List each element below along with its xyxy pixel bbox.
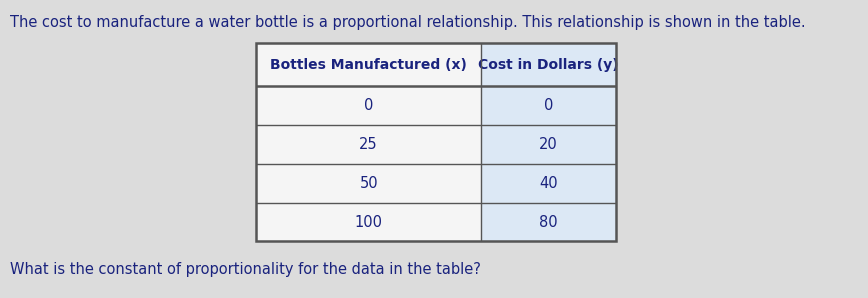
- FancyBboxPatch shape: [481, 43, 616, 241]
- Text: 50: 50: [359, 176, 378, 191]
- Text: 80: 80: [539, 215, 558, 229]
- Text: 100: 100: [355, 215, 383, 229]
- Text: 0: 0: [544, 98, 554, 113]
- Text: 40: 40: [539, 176, 558, 191]
- Text: Cost in Dollars (y): Cost in Dollars (y): [478, 58, 619, 72]
- Text: What is the constant of proportionality for the data in the table?: What is the constant of proportionality …: [10, 262, 481, 277]
- Text: Bottles Manufactured (x): Bottles Manufactured (x): [270, 58, 467, 72]
- Text: 25: 25: [359, 137, 378, 152]
- Text: 20: 20: [539, 137, 558, 152]
- Text: 0: 0: [364, 98, 373, 113]
- FancyBboxPatch shape: [256, 43, 481, 241]
- Text: The cost to manufacture a water bottle is a proportional relationship. This rela: The cost to manufacture a water bottle i…: [10, 15, 806, 30]
